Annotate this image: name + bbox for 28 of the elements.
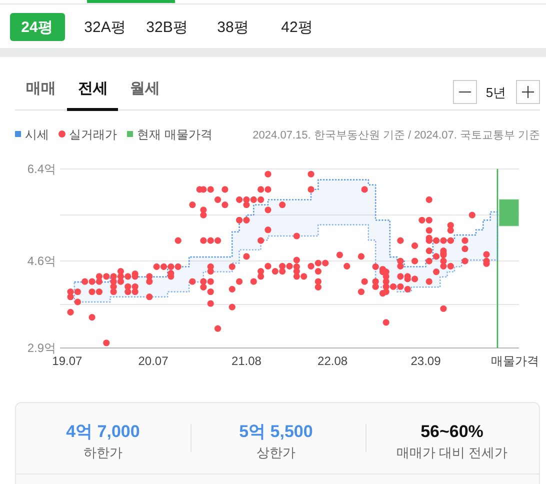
text: 2024.07.15. 한국부동산원 기준 / 2024.07. 국토교통부 기준 bbox=[252, 130, 540, 142]
text: 32A평 bbox=[84, 19, 126, 36]
y-tick-label: 4.6억 bbox=[27, 254, 56, 268]
text: 5년 bbox=[486, 85, 506, 100]
x-tick-label: 22.08 bbox=[318, 354, 348, 368]
text: 전세 bbox=[78, 80, 108, 97]
legend-label: 실거래가 bbox=[69, 128, 117, 142]
text: 56~60% bbox=[420, 422, 484, 441]
x-tick-label: 19.07 bbox=[52, 354, 83, 368]
legend-label: 현재 매물가격 bbox=[137, 128, 212, 142]
legend-label: 시세 bbox=[25, 128, 49, 142]
text: 매매 bbox=[26, 80, 56, 97]
text: 32B평 bbox=[146, 19, 188, 36]
x-tick-label: 23.09 bbox=[410, 354, 442, 368]
y-tick-label: 2.9억 bbox=[27, 341, 56, 355]
text: 월세 bbox=[130, 80, 160, 97]
text: 하한가 bbox=[84, 445, 122, 460]
text: 42평 bbox=[281, 19, 313, 36]
text: 38평 bbox=[217, 19, 249, 36]
x-tick-label: 21.08 bbox=[231, 354, 262, 368]
text: 5억 5,500 bbox=[239, 422, 313, 441]
text: 4억 7,000 bbox=[66, 422, 140, 441]
text: 매매가 대비 전세가 bbox=[396, 445, 508, 460]
text: 24평 bbox=[21, 19, 53, 36]
x-tick-label: 매물가격 bbox=[491, 354, 540, 368]
y-tick-label: 6.4억 bbox=[27, 162, 56, 176]
text: 상한가 bbox=[256, 445, 296, 460]
x-tick-label: 20.07 bbox=[138, 354, 169, 368]
